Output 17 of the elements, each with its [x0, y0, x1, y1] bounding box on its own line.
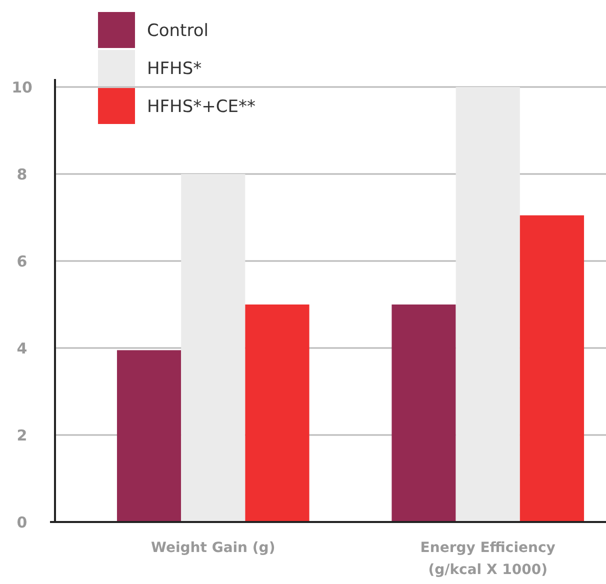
- bar: [181, 174, 246, 522]
- bar: [116, 350, 182, 522]
- y-tick-label: 0: [16, 513, 28, 532]
- y-tick-label: 6: [16, 252, 28, 270]
- y-tick-label: 10: [12, 78, 32, 96]
- bar: [456, 87, 520, 522]
- x-tick-label: Energy Efficiency (g/kcal X 1000): [420, 540, 556, 578]
- legend-label: Control: [147, 20, 208, 41]
- legend-label: HFHS*+CE**: [147, 96, 256, 117]
- bar: [392, 304, 456, 522]
- legend-label: HFHS*: [147, 58, 202, 79]
- y-tick-label: 4: [16, 339, 28, 358]
- bar: [520, 215, 584, 522]
- bar: [245, 304, 310, 522]
- y-tick-label: 2: [16, 426, 28, 444]
- y-tick-label: 8: [16, 165, 28, 184]
- x-tick-label: Weight Gain (g): [151, 540, 276, 556]
